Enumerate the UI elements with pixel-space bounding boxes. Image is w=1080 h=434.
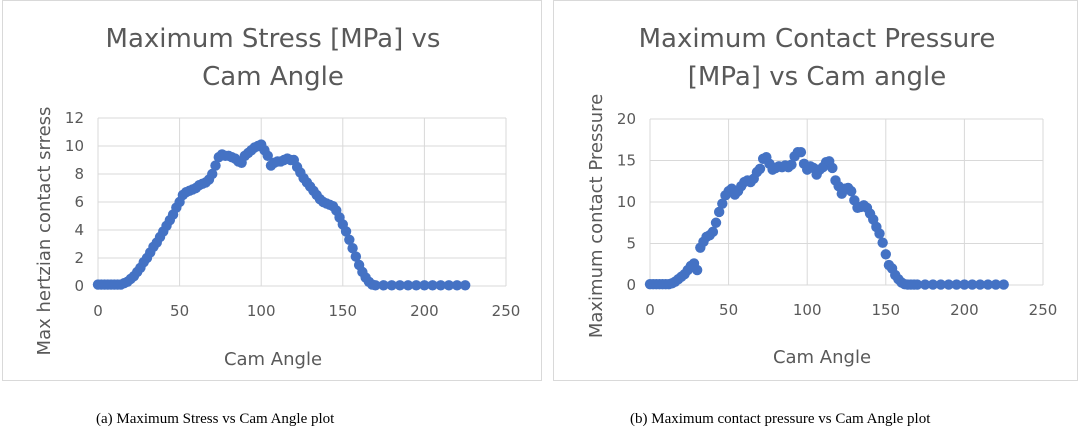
x-tick-label: 250 [1029, 301, 1058, 319]
y-tick-label: 4 [74, 221, 84, 239]
y-tick-label: 20 [617, 110, 636, 128]
data-point [451, 280, 463, 291]
chart-panel-pressure: Maximum Contact Pressure [MPa] vs Cam an… [553, 0, 1078, 381]
data-point [827, 162, 838, 174]
data-point [411, 280, 422, 291]
y-tick-label: 12 [65, 109, 84, 127]
data-point [344, 234, 355, 245]
data-point [967, 279, 978, 290]
x-tick-label: 0 [93, 302, 103, 320]
data-point [935, 279, 947, 290]
data-point [877, 237, 888, 248]
data-point [982, 279, 994, 290]
data-point [795, 147, 807, 158]
data-point [419, 280, 430, 291]
data-point [350, 251, 362, 262]
x-axis-title: Cam Angle [224, 349, 322, 370]
data-point [347, 243, 358, 254]
chart-title-line-1: Maximum Contact Pressure [639, 24, 996, 54]
data-series [92, 139, 471, 291]
data-point [927, 279, 939, 290]
gridlines [97, 117, 507, 287]
chart-panel-stress: Maximum Stress [MPa] vs Cam Angle Cam An… [2, 0, 542, 381]
x-tick-label: 100 [247, 302, 276, 320]
data-point [951, 279, 962, 290]
y-tick-label: 15 [617, 152, 636, 170]
data-point [880, 249, 891, 260]
data-series [644, 147, 1009, 290]
data-point [974, 279, 986, 290]
stress-chart: Maximum Stress [MPa] vs Cam Angle Cam An… [34, 24, 520, 370]
data-point [370, 280, 381, 291]
data-point [460, 280, 471, 291]
y-tick-label: 10 [65, 137, 84, 155]
chart-title-line-2: Cam Angle [202, 62, 344, 92]
chart-title-line-1: Maximum Stress [MPa] vs [106, 24, 441, 54]
data-point [210, 160, 221, 171]
figure-caption-a: (a) Maximum Stress vs Cam Angle plot [96, 411, 335, 427]
data-point [435, 280, 446, 291]
x-tick-label: 150 [871, 301, 900, 319]
x-tick-label: 200 [950, 301, 979, 319]
x-tick-label: 200 [410, 302, 439, 320]
x-tick-label: 50 [170, 302, 189, 320]
x-tick-label: 150 [328, 302, 357, 320]
gridlines [649, 118, 1044, 286]
y-tick-label: 2 [74, 249, 84, 267]
data-point [707, 226, 719, 238]
x-tick-label: 100 [793, 301, 822, 319]
y-tick-label: 0 [626, 276, 636, 294]
chart-title-line-2: [MPa] vs Cam angle [688, 62, 946, 92]
data-point [713, 206, 725, 218]
data-point [998, 279, 1009, 290]
pressure-chart: Maximum Contact Pressure [MPa] vs Cam an… [586, 24, 1057, 368]
x-tick-label: 250 [492, 302, 521, 320]
data-point [394, 280, 406, 291]
y-tick-label: 10 [617, 193, 636, 211]
y-tick-label: 5 [626, 235, 636, 253]
tick-labels: 0 2 4 6 8 10 12 0 50 100 150 200 250 [65, 109, 520, 320]
y-axis-title: Maximum contact Pressure [586, 94, 607, 338]
x-axis-title: Cam Angle [773, 347, 871, 368]
data-point [207, 168, 218, 180]
data-point [919, 279, 931, 290]
data-point [754, 163, 766, 174]
y-tick-label: 6 [74, 193, 84, 211]
data-point [786, 159, 797, 170]
data-point [912, 279, 923, 290]
data-point [874, 228, 885, 239]
data-point [959, 279, 970, 290]
y-tick-label: 0 [74, 277, 84, 295]
figure-caption-b: (b) Maximum contact pressure vs Cam Angl… [630, 411, 931, 427]
data-point [402, 280, 414, 291]
data-point [443, 280, 455, 291]
data-point [378, 280, 389, 291]
data-point [990, 279, 1002, 290]
y-axis-title: Max hertzian contact srress [34, 107, 55, 356]
x-tick-label: 50 [719, 301, 738, 319]
data-point [386, 280, 397, 291]
data-point [427, 280, 438, 291]
data-point [710, 217, 722, 228]
data-point [262, 150, 273, 161]
x-tick-label: 0 [645, 301, 655, 319]
y-tick-label: 8 [74, 165, 84, 183]
data-point [943, 279, 954, 290]
data-point [340, 226, 352, 237]
data-point [691, 264, 703, 276]
data-point [717, 198, 728, 209]
data-point [846, 186, 857, 197]
